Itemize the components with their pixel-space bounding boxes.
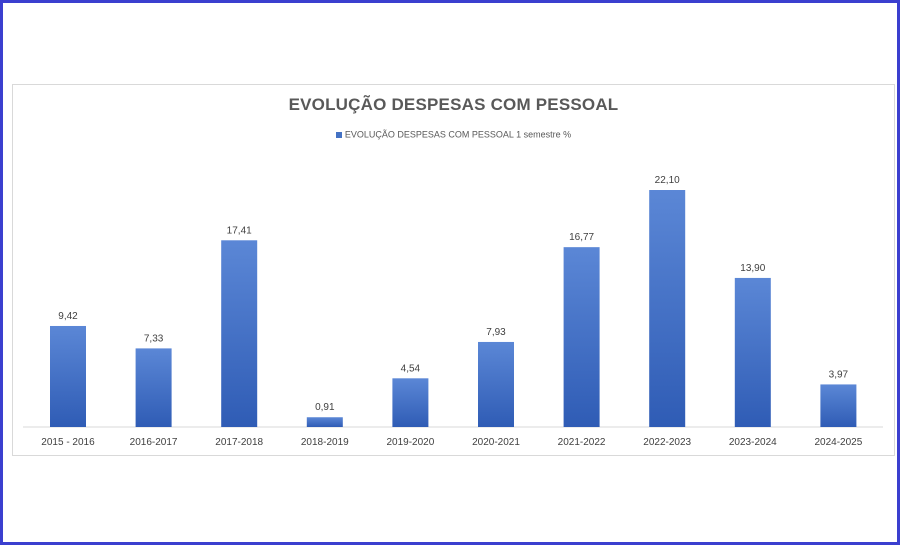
legend-label: EVOLUÇÃO DESPESAS COM PESSOAL 1 semestre… [344, 129, 572, 140]
bar-2015-2016 [50, 325, 86, 427]
category-label: 2022-2023 [643, 437, 691, 448]
legend-swatch [335, 131, 342, 138]
bar-2018-2019 [306, 417, 343, 427]
value-label: 7,93 [486, 327, 506, 338]
category-label: 2021-2022 [558, 437, 606, 448]
category-label: 2017-2018 [215, 437, 263, 448]
chart-title: EVOLUÇÃO DESPESAS COM PESSOAL [288, 95, 619, 114]
bar-2020-2021 [478, 341, 514, 427]
bar-plot: 9,42 2015 - 2016 7,33 2016-2017 17,41 2017-20… [23, 175, 883, 448]
category-label: 2020-2021 [472, 437, 520, 448]
bar-2023-2024 [734, 277, 771, 427]
category-label: 2015 - 2016 [41, 437, 95, 448]
value-label: 7,33 [144, 333, 164, 344]
bar-2024-2025 [820, 384, 857, 427]
category-label: 2016-2017 [130, 437, 178, 448]
bar-2019-2020 [392, 378, 429, 427]
value-label: 13,90 [740, 263, 765, 274]
value-label: 22,10 [655, 175, 680, 186]
value-label: 0,91 [315, 402, 335, 413]
value-label: 17,41 [227, 225, 252, 236]
category-label: 2023-2024 [729, 437, 777, 448]
category-label: 2024-2025 [814, 437, 862, 448]
bar-2022-2023 [649, 190, 686, 427]
legend: EVOLUÇÃO DESPESAS COM PESSOAL 1 semestre… [13, 129, 894, 140]
value-label: 16,77 [569, 232, 594, 243]
value-label: 3,97 [829, 369, 849, 380]
bar-2016-2017 [135, 348, 172, 427]
value-label: 4,54 [401, 363, 421, 374]
bar-2017-2018 [221, 240, 258, 427]
category-label: 2018-2019 [301, 437, 349, 448]
value-label: 9,42 [58, 311, 78, 322]
bar-2021-2022 [563, 247, 600, 427]
chart-area: EVOLUÇÃO DESPESAS COM PESSOAL EVOLUÇÃO D… [12, 84, 895, 456]
category-label: 2019-2020 [386, 437, 434, 448]
